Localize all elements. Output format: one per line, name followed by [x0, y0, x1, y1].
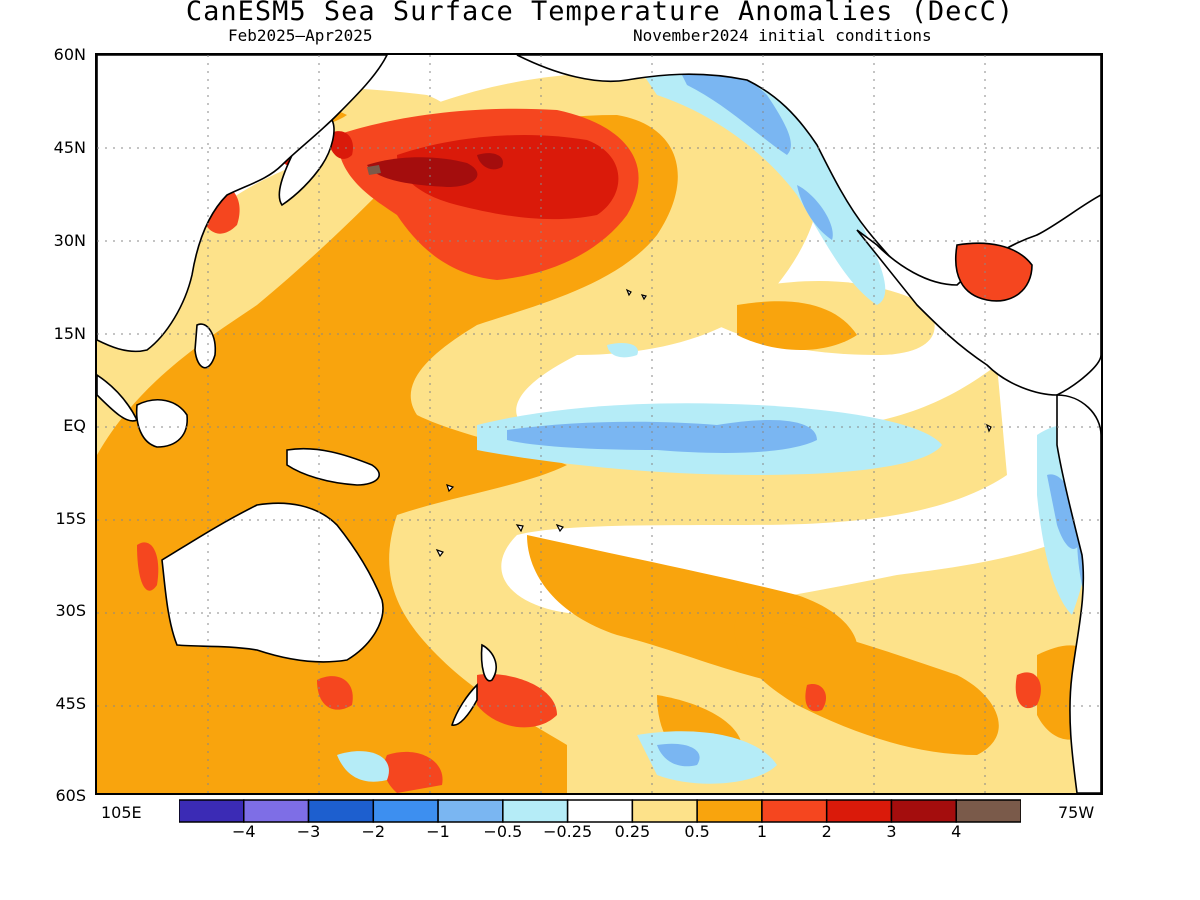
colorbar-swatch [631, 799, 698, 823]
colorbar-swatch [502, 799, 569, 823]
colorbar-tick-label: 3 [886, 822, 897, 841]
colorbar-swatch [243, 799, 310, 823]
colorbar-swatch [372, 799, 439, 823]
colorbar-tick-label: 1 [756, 822, 768, 841]
new-zealand-north [480, 643, 497, 682]
moderate-cool-fields [507, 65, 1101, 767]
south-america-west [1056, 394, 1101, 793]
asia-mainland [97, 55, 388, 353]
australia [161, 502, 384, 663]
lat-label: 15N [53, 324, 86, 343]
lon-label-right: 75W [1058, 803, 1095, 822]
pacific-islands [435, 288, 992, 558]
land-masses [97, 55, 1101, 793]
philippines [194, 323, 217, 369]
colorbar-swatch [179, 799, 245, 823]
graticule [97, 55, 1101, 793]
lon-label-left: 105E [101, 803, 142, 822]
initial-conditions-label: November2024 initial conditions [633, 26, 932, 45]
extreme-warm-fields [367, 153, 503, 187]
colorbar-tick-label: 2 [821, 822, 832, 841]
map-canvas [97, 55, 1101, 793]
lat-label: 60S [55, 786, 86, 805]
lat-label: 15S [55, 509, 86, 528]
lat-label: 45S [55, 694, 86, 713]
colorbar-swatch [955, 799, 1021, 823]
colorbar-swatch [825, 799, 893, 823]
colorbar-swatch [566, 799, 634, 823]
colorbar-swatch [761, 799, 828, 823]
colorbar [179, 799, 1021, 823]
colorbar-tick-label: −0.25 [543, 822, 593, 841]
gulf-of-mexico [955, 242, 1033, 302]
borneo [135, 399, 188, 448]
new-guinea [286, 447, 380, 486]
colorbar-swatch [437, 799, 504, 823]
colorbar-tick-label: −2 [361, 822, 386, 841]
colorbar-tick-label: −0.5 [483, 822, 523, 841]
sst-anomaly-map [95, 53, 1103, 795]
lat-label: EQ [63, 416, 86, 435]
colorbar-tick-label: 4 [951, 822, 962, 841]
lat-label: 30S [55, 601, 86, 620]
colorbar-tick-label: 0.25 [614, 822, 651, 841]
colorbar-swatch [307, 799, 375, 823]
map-title: CanESM5 Sea Surface Temperature Anomalie… [185, 0, 1015, 27]
lat-label: 30N [53, 231, 86, 250]
max-anomaly-cell [367, 165, 381, 175]
lat-label: 60N [53, 45, 86, 64]
colorbar-tick-label: −4 [231, 822, 256, 841]
colorbar-tick-label: 0.5 [684, 822, 710, 841]
forecast-period: Feb2025–Apr2025 [228, 26, 373, 45]
colorbar-swatch [696, 799, 763, 823]
new-zealand-south [450, 683, 478, 726]
colorbar-swatch [890, 799, 957, 823]
colorbar-tick-label: −1 [426, 822, 450, 841]
sumatra [97, 374, 139, 422]
lat-label: 45N [53, 138, 86, 157]
colorbar-tick-label: −3 [296, 822, 321, 841]
